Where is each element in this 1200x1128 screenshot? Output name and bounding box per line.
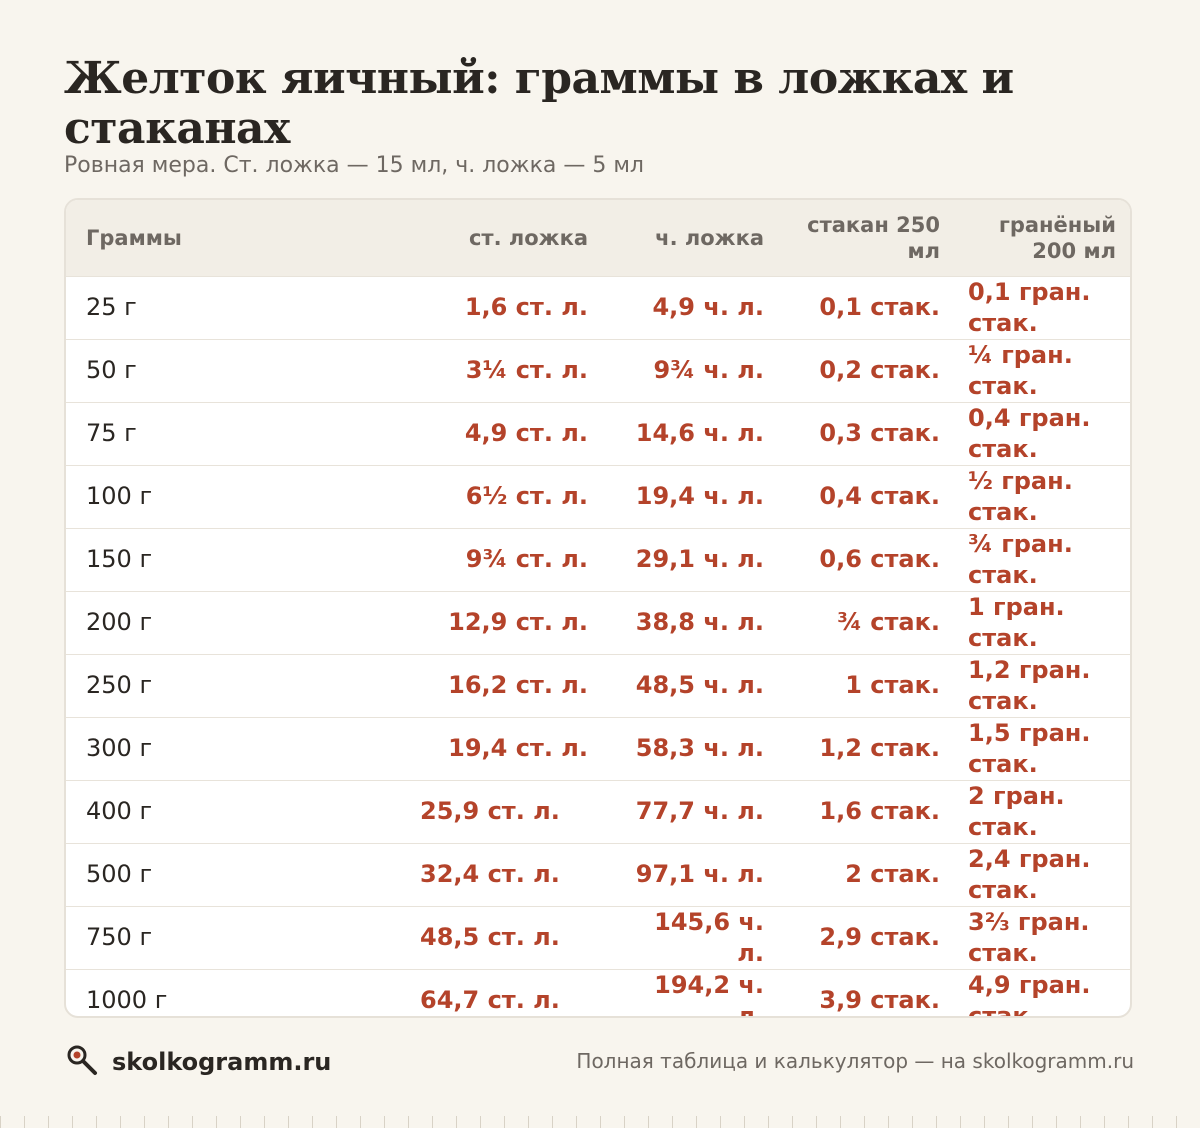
conversion-table-card: Граммы ст. ложка ч. ложка стакан 250 мл … bbox=[64, 198, 1132, 1018]
tablespoon-cell: 32,4 ст. л. bbox=[420, 860, 560, 888]
decorative-ruler bbox=[0, 1108, 1200, 1128]
conversion-table: Граммы ст. ложка ч. ложка стакан 250 мл … bbox=[66, 200, 1130, 1018]
table-header-row: Граммы ст. ложка ч. ложка стакан 250 мл … bbox=[66, 200, 1130, 276]
footer-brand[interactable]: skolkogramm.ru bbox=[64, 1042, 331, 1082]
cup-250-cell: 2,9 стак. bbox=[819, 923, 940, 951]
table-row: 50 г 3¼ ст. л. 9¾ ч. л. 0,2 стак. ¼ гран. ст… bbox=[66, 339, 1130, 402]
grams-cell: 1000 г bbox=[86, 986, 168, 1014]
grams-cell: 150 г bbox=[86, 545, 153, 573]
faceted-glass-cell: ¾ гран. стак. bbox=[968, 529, 1073, 589]
column-header-teaspoon: ч. ложка bbox=[655, 225, 764, 250]
table-row: 25 г 1,6 ст. л. 4,9 ч. л. 0,1 стак. 0,1 гран… bbox=[66, 276, 1130, 339]
brand-name: skolkogramm.ru bbox=[112, 1048, 332, 1076]
tablespoon-cell: 16,2 ст. л. bbox=[448, 671, 588, 699]
grams-cell: 75 г bbox=[86, 419, 137, 447]
teaspoon-cell: 19,4 ч. л. bbox=[635, 482, 764, 510]
table-row: 150 г 9¾ ст. л. 29,1 ч. л. 0,6 стак. ¾ гран.… bbox=[66, 528, 1130, 591]
grams-cell: 300 г bbox=[86, 734, 153, 762]
table-row: 250 г 16,2 ст. л. 48,5 ч. л. 1 стак. 1,2 гра… bbox=[66, 654, 1130, 717]
cup-250-cell: 0,4 стак. bbox=[819, 482, 940, 510]
table-row: 200 г 12,9 ст. л. 38,8 ч. л. ¾ стак. 1 гран.… bbox=[66, 591, 1130, 654]
column-header-faceted-glass-200: гранёный 200 мл bbox=[998, 212, 1116, 263]
faceted-glass-cell: 0,1 гран. стак. bbox=[968, 277, 1091, 337]
faceted-glass-cell: 1,5 гран. стак. bbox=[968, 718, 1091, 778]
tablespoon-cell: 6½ ст. л. bbox=[465, 482, 588, 510]
table-row: 100 г 6½ ст. л. 19,4 ч. л. 0,4 стак. ½ гран.… bbox=[66, 465, 1130, 528]
grams-cell: 750 г bbox=[86, 923, 153, 951]
tablespoon-cell: 9¾ ст. л. bbox=[465, 545, 588, 573]
faceted-glass-cell: ½ гран. стак. bbox=[968, 466, 1073, 526]
cup-250-cell: 2 стак. bbox=[845, 860, 940, 888]
teaspoon-cell: 48,5 ч. л. bbox=[635, 671, 764, 699]
grams-cell: 50 г bbox=[86, 356, 137, 384]
faceted-glass-cell: 0,4 гран. стак. bbox=[968, 403, 1091, 463]
tablespoon-cell: 64,7 ст. л. bbox=[420, 986, 560, 1014]
tablespoon-cell: 48,5 ст. л. bbox=[420, 923, 560, 951]
teaspoon-cell: 145,6 ч. л. bbox=[654, 907, 764, 967]
footer-note: Полная таблица и калькулятор — на skolko… bbox=[576, 1049, 1134, 1073]
tablespoon-cell: 4,9 ст. л. bbox=[464, 419, 588, 447]
cup-250-cell: 0,1 стак. bbox=[819, 293, 940, 321]
magnifier-icon bbox=[64, 1042, 100, 1082]
teaspoon-cell: 38,8 ч. л. bbox=[635, 608, 764, 636]
column-header-tablespoon: ст. ложка bbox=[468, 225, 588, 250]
table-row: 500 г 32,4 ст. л. 97,1 ч. л. 2 стак. 2,4 гра… bbox=[66, 843, 1130, 906]
column-header-cup-250: стакан 250 мл bbox=[807, 212, 940, 263]
cup-250-cell: 1 стак. bbox=[845, 671, 940, 699]
table-row: 750 г 48,5 ст. л. 145,6 ч. л. 2,9 стак. 3⅔ г… bbox=[66, 906, 1130, 969]
page-title: Желток яичный: граммы в ложках и стакана… bbox=[64, 53, 1014, 154]
tablespoon-cell: 12,9 ст. л. bbox=[448, 608, 588, 636]
faceted-glass-cell: 2 гран. стак. bbox=[968, 781, 1065, 841]
faceted-glass-cell: 3⅔ гран. стак. bbox=[968, 907, 1090, 967]
cup-250-cell: 0,2 стак. bbox=[819, 356, 940, 384]
grams-cell: 400 г bbox=[86, 797, 153, 825]
cup-250-cell: 0,3 стак. bbox=[819, 419, 940, 447]
teaspoon-cell: 194,2 ч. л. bbox=[654, 970, 764, 1018]
teaspoon-cell: 4,9 ч. л. bbox=[652, 293, 764, 321]
cup-250-cell: 1,6 стак. bbox=[819, 797, 940, 825]
table-row: 300 г 19,4 ст. л. 58,3 ч. л. 1,2 стак. 1,5 г… bbox=[66, 717, 1130, 780]
cup-250-cell: ¾ стак. bbox=[837, 608, 940, 636]
teaspoon-cell: 29,1 ч. л. bbox=[635, 545, 764, 573]
teaspoon-cell: 58,3 ч. л. bbox=[635, 734, 764, 762]
cup-250-cell: 1,2 стак. bbox=[819, 734, 940, 762]
grams-cell: 250 г bbox=[86, 671, 153, 699]
faceted-glass-cell: 2,4 гран. стак. bbox=[968, 844, 1091, 904]
teaspoon-cell: 77,7 ч. л. bbox=[635, 797, 764, 825]
tablespoon-cell: 19,4 ст. л. bbox=[448, 734, 588, 762]
grams-cell: 100 г bbox=[86, 482, 153, 510]
faceted-glass-cell: 4,9 гран. стак. bbox=[968, 970, 1091, 1018]
tablespoon-cell: 3¼ ст. л. bbox=[465, 356, 588, 384]
column-header-grams: Граммы bbox=[86, 225, 182, 250]
cup-250-cell: 0,6 стак. bbox=[819, 545, 940, 573]
page-subtitle: Ровная мера. Ст. ложка — 15 мл, ч. ложка… bbox=[64, 153, 644, 178]
faceted-glass-cell: 1 гран. стак. bbox=[968, 592, 1065, 652]
grams-cell: 500 г bbox=[86, 860, 153, 888]
table-row: 1000 г 64,7 ст. л. 194,2 ч. л. 3,9 стак. 4,9… bbox=[66, 969, 1130, 1018]
table-row: 75 г 4,9 ст. л. 14,6 ч. л. 0,3 стак. 0,4 гра… bbox=[66, 402, 1130, 465]
teaspoon-cell: 97,1 ч. л. bbox=[635, 860, 764, 888]
faceted-glass-cell: 1,2 гран. стак. bbox=[968, 655, 1091, 715]
teaspoon-cell: 14,6 ч. л. bbox=[635, 419, 764, 447]
cup-250-cell: 3,9 стак. bbox=[819, 986, 940, 1014]
grams-cell: 200 г bbox=[86, 608, 153, 636]
grams-cell: 25 г bbox=[86, 293, 137, 321]
table-row: 400 г 25,9 ст. л. 77,7 ч. л. 1,6 стак. 2 гра… bbox=[66, 780, 1130, 843]
teaspoon-cell: 9¾ ч. л. bbox=[653, 356, 764, 384]
tablespoon-cell: 25,9 ст. л. bbox=[420, 797, 560, 825]
tablespoon-cell: 1,6 ст. л. bbox=[464, 293, 588, 321]
faceted-glass-cell: ¼ гран. стак. bbox=[968, 340, 1073, 400]
